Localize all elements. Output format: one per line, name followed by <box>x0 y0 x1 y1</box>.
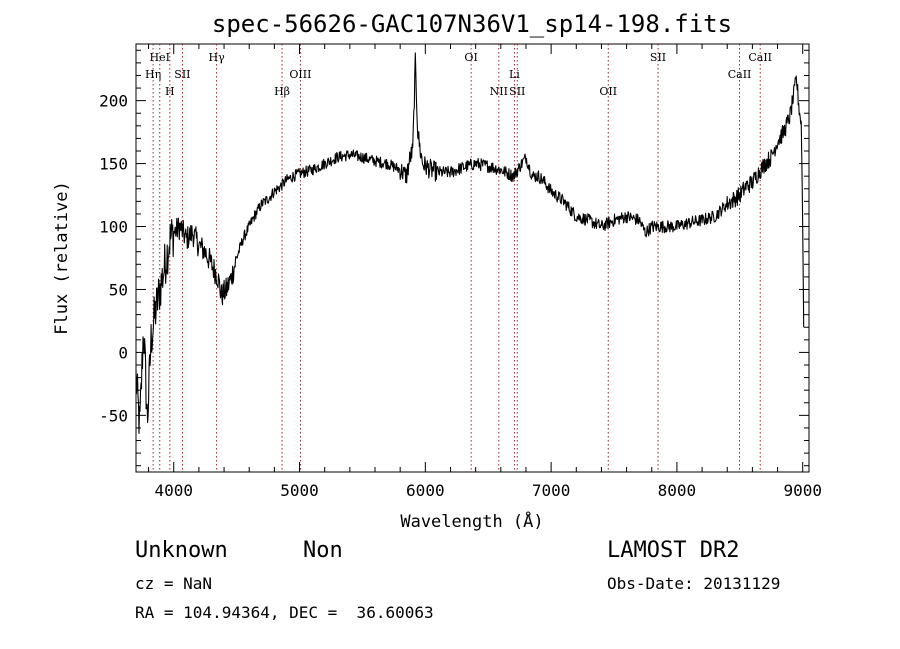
x-tick-label: 5000 <box>280 481 319 500</box>
x-tick-label: 9000 <box>783 481 822 500</box>
x-tick-label: 6000 <box>406 481 445 500</box>
y-axis-label: Flux (relative) <box>52 181 72 335</box>
line-marker-label: SII <box>650 51 666 64</box>
line-marker-label: Li <box>509 68 520 81</box>
x-axis-label: Wavelength (Å) <box>400 510 543 532</box>
y-tick-label: 0 <box>118 343 128 362</box>
redshift-label: cz = NaN <box>135 574 213 593</box>
x-tick-label: 7000 <box>532 481 571 500</box>
spectrum-line <box>135 52 805 435</box>
axis-ticks: 4000 5000 6000 7000 8000 9000 -50 0 50 100 150 200 <box>99 44 822 500</box>
y-tick-label: 150 <box>99 155 128 174</box>
line-marker-label: NII <box>490 85 508 98</box>
coordinates-label: RA = 104.94364, DEC = 36.60063 <box>135 603 434 622</box>
plot-frame <box>135 43 810 473</box>
chart-title: spec-56626-GAC107N36V1_sp14-198.fits <box>212 10 732 38</box>
x-tick-label: 8000 <box>658 481 697 500</box>
class-label: Unknown <box>135 538 228 563</box>
line-marker-label: Hβ <box>274 85 290 98</box>
y-tick-label: 200 <box>99 92 128 111</box>
obs-date-label: Obs-Date: 20131129 <box>607 574 781 593</box>
line-marker-label: SII <box>509 85 525 98</box>
line-marker-label: H <box>165 85 175 98</box>
x-tick-label: 4000 <box>154 481 193 500</box>
subclass-label: Non <box>303 538 343 563</box>
line-marker-label: OIII <box>289 68 311 81</box>
y-tick-label: 100 <box>99 218 128 237</box>
line-marker-label: CaII <box>728 68 752 81</box>
line-marker-label: Hη <box>145 68 161 81</box>
line-marker-label: OII <box>599 85 617 98</box>
line-marker-label: CaII <box>748 51 772 64</box>
y-tick-label: -50 <box>99 406 128 425</box>
line-marker-label: SII <box>174 68 190 81</box>
line-marker-label: HeI <box>150 51 170 64</box>
y-tick-label: 50 <box>109 280 128 299</box>
line-marker-label: OI <box>464 51 477 64</box>
line-marker-label: Hγ <box>209 51 226 64</box>
survey-label: LAMOST DR2 <box>607 538 740 563</box>
